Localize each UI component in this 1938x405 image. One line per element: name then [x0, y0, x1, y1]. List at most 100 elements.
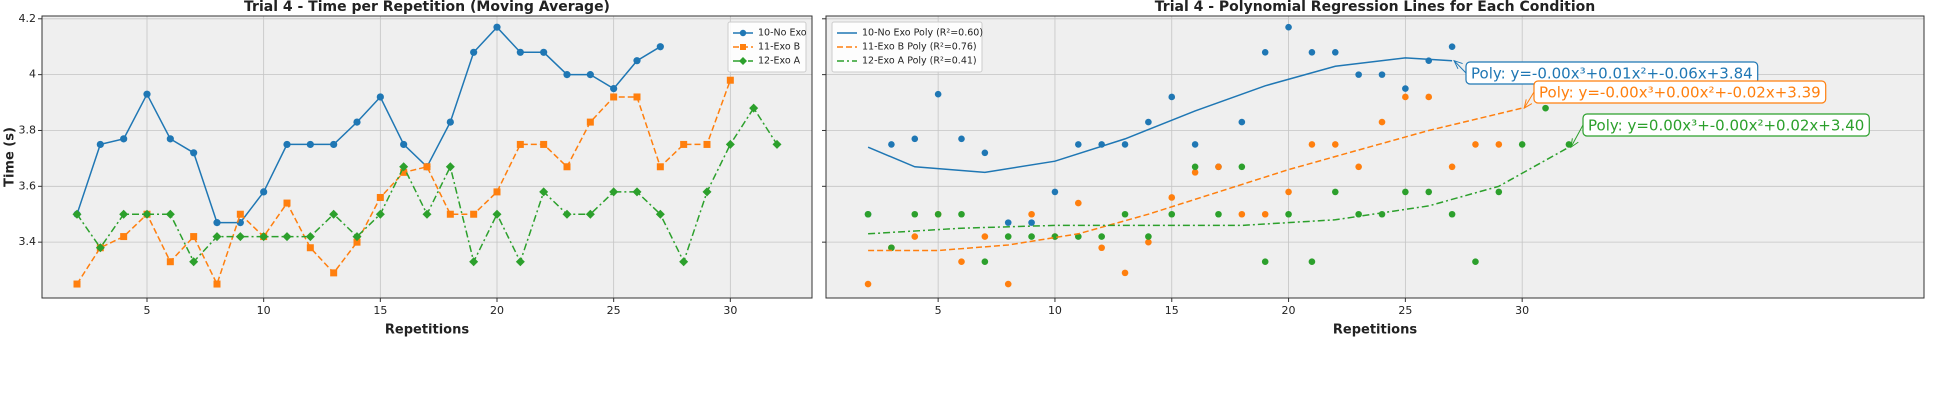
- marker: [540, 140, 548, 148]
- marker: [213, 219, 221, 227]
- scatter-point: [981, 149, 989, 157]
- marker: [190, 233, 198, 241]
- marker: [96, 140, 104, 149]
- marker: [515, 257, 525, 267]
- marker: [586, 71, 594, 79]
- x-tick-label: 5: [144, 304, 151, 317]
- scatter-point: [981, 233, 989, 240]
- scatter-point: [1004, 233, 1012, 240]
- scatter-point: [1004, 219, 1012, 226]
- marker: [539, 187, 549, 197]
- marker: [352, 232, 362, 242]
- scatter-point: [1121, 269, 1129, 277]
- scatter-point: [1191, 169, 1199, 176]
- marker: [609, 187, 619, 197]
- marker: [376, 193, 384, 201]
- marker: [375, 209, 385, 219]
- marker: [235, 232, 245, 242]
- scatter-point: [1378, 71, 1386, 78]
- marker: [702, 187, 712, 197]
- y-axis-label: Time (s): [3, 127, 18, 187]
- marker: [353, 118, 361, 126]
- marker: [469, 257, 479, 267]
- marker: [72, 209, 82, 219]
- marker: [585, 209, 595, 219]
- marker: [166, 258, 174, 266]
- scatter-point: [1285, 188, 1292, 196]
- scatter-point: [1191, 141, 1199, 148]
- scatter-point: [1448, 210, 1456, 218]
- plot-layer: [864, 23, 1573, 288]
- marker: [656, 43, 664, 51]
- scatter-point: [1028, 233, 1035, 240]
- plot-frame: [825, 15, 1925, 299]
- marker: [166, 135, 174, 143]
- marker: [119, 209, 129, 219]
- x-tick-label: 25: [1398, 304, 1412, 317]
- marker: [703, 140, 711, 148]
- marker: [445, 162, 455, 172]
- scatter-point: [934, 210, 942, 218]
- scatter-point: [1238, 163, 1246, 171]
- marker: [283, 140, 291, 149]
- scatter-point: [1425, 57, 1433, 64]
- scatter-point: [958, 135, 965, 143]
- marker: [189, 257, 199, 267]
- marker: [353, 238, 361, 246]
- marker: [562, 209, 572, 219]
- marker: [586, 118, 594, 126]
- marker: [725, 139, 735, 149]
- scatter-point: [934, 90, 942, 98]
- scatter-point: [1261, 48, 1269, 56]
- x-axis-label: Repetitions: [385, 323, 469, 338]
- marker: [212, 232, 222, 242]
- marker: [632, 187, 642, 197]
- marker: [376, 93, 384, 101]
- x-tick-label: 10: [1048, 304, 1062, 317]
- scatter-point: [911, 233, 919, 240]
- scatter-point: [1542, 104, 1549, 112]
- scatter-point: [888, 141, 895, 148]
- marker: [446, 210, 454, 218]
- scatter-point: [1308, 48, 1316, 56]
- plot-layer: [72, 23, 782, 288]
- annotation-arrow: [1453, 60, 1467, 74]
- marker: [329, 209, 339, 219]
- scatter-point: [1191, 163, 1199, 171]
- marker: [306, 140, 314, 149]
- annotation-arrowhead: [1570, 138, 1579, 149]
- legend-label: 10-No Exo Poly (R²=0.60): [862, 28, 983, 39]
- x-tick-label: 5: [935, 304, 942, 317]
- scatter-point: [1565, 141, 1573, 148]
- annotation-arrow: [1570, 124, 1584, 148]
- marker: [563, 71, 571, 79]
- marker: [190, 149, 198, 157]
- annotation-arrowhead: [1523, 99, 1533, 110]
- scatter-point: [1168, 93, 1176, 101]
- marker: [236, 210, 244, 218]
- scatter-point: [1308, 258, 1316, 266]
- marker: [400, 140, 408, 149]
- scatter-point: [981, 258, 989, 266]
- plot-area: [826, 16, 1924, 298]
- marker: [749, 103, 759, 113]
- scatter-point: [1145, 238, 1152, 246]
- scatter-point: [1168, 194, 1176, 201]
- marker: [655, 209, 665, 219]
- y-tick-label: 4.2: [19, 12, 37, 25]
- marker: [283, 199, 291, 207]
- scatter-point: [1331, 48, 1339, 56]
- scatter-point: [1028, 219, 1035, 226]
- marker: [726, 76, 734, 84]
- scatter-point: [1448, 43, 1456, 51]
- y-tick-label: 3.4: [19, 235, 37, 248]
- scatter-point: [1285, 210, 1292, 218]
- y-tick-label: 4: [29, 68, 36, 81]
- legend-label: 11-Exo B: [758, 42, 800, 53]
- scatter-point: [1308, 141, 1316, 148]
- legend-label: 12-Exo A: [758, 56, 801, 67]
- scatter-point: [1051, 188, 1059, 196]
- scatter-point: [1098, 244, 1105, 252]
